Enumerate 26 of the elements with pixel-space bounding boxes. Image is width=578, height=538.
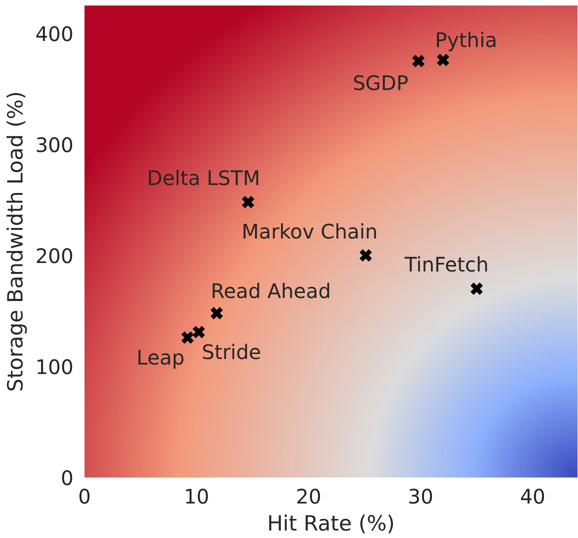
- annotation: TinFetch: [404, 252, 489, 277]
- annotation: SGDP: [352, 71, 408, 96]
- y-tick-label: 0: [60, 466, 74, 490]
- annotation: Stride: [202, 340, 262, 364]
- annotation: Markov Chain: [242, 219, 378, 244]
- x-tick-label: 40: [520, 484, 546, 508]
- x-tick-label: 20: [296, 484, 322, 508]
- point: [241, 195, 255, 209]
- annotation: Read Ahead: [210, 279, 331, 304]
- annotation: Pythia: [435, 28, 498, 52]
- point: [210, 306, 224, 320]
- point: [470, 282, 484, 296]
- point: [412, 54, 426, 68]
- annotation: Leap: [136, 346, 185, 370]
- y-tick-label: 300: [35, 132, 74, 157]
- x-axis-title: Hit Rate (%): [267, 512, 395, 536]
- point: [436, 53, 450, 67]
- x-tick-label: 0: [78, 484, 91, 508]
- x-tick-label: 10: [184, 484, 210, 508]
- annotation: Delta LSTM: [147, 166, 260, 190]
- point: [358, 248, 373, 262]
- y-tick-label: 400: [35, 22, 74, 46]
- y-tick-label: 200: [35, 244, 74, 268]
- x-tick-label: 30: [408, 484, 434, 508]
- y-tick-label: 100: [35, 354, 74, 379]
- y-axis-title: Storage Bandwidth Load (%): [3, 91, 28, 392]
